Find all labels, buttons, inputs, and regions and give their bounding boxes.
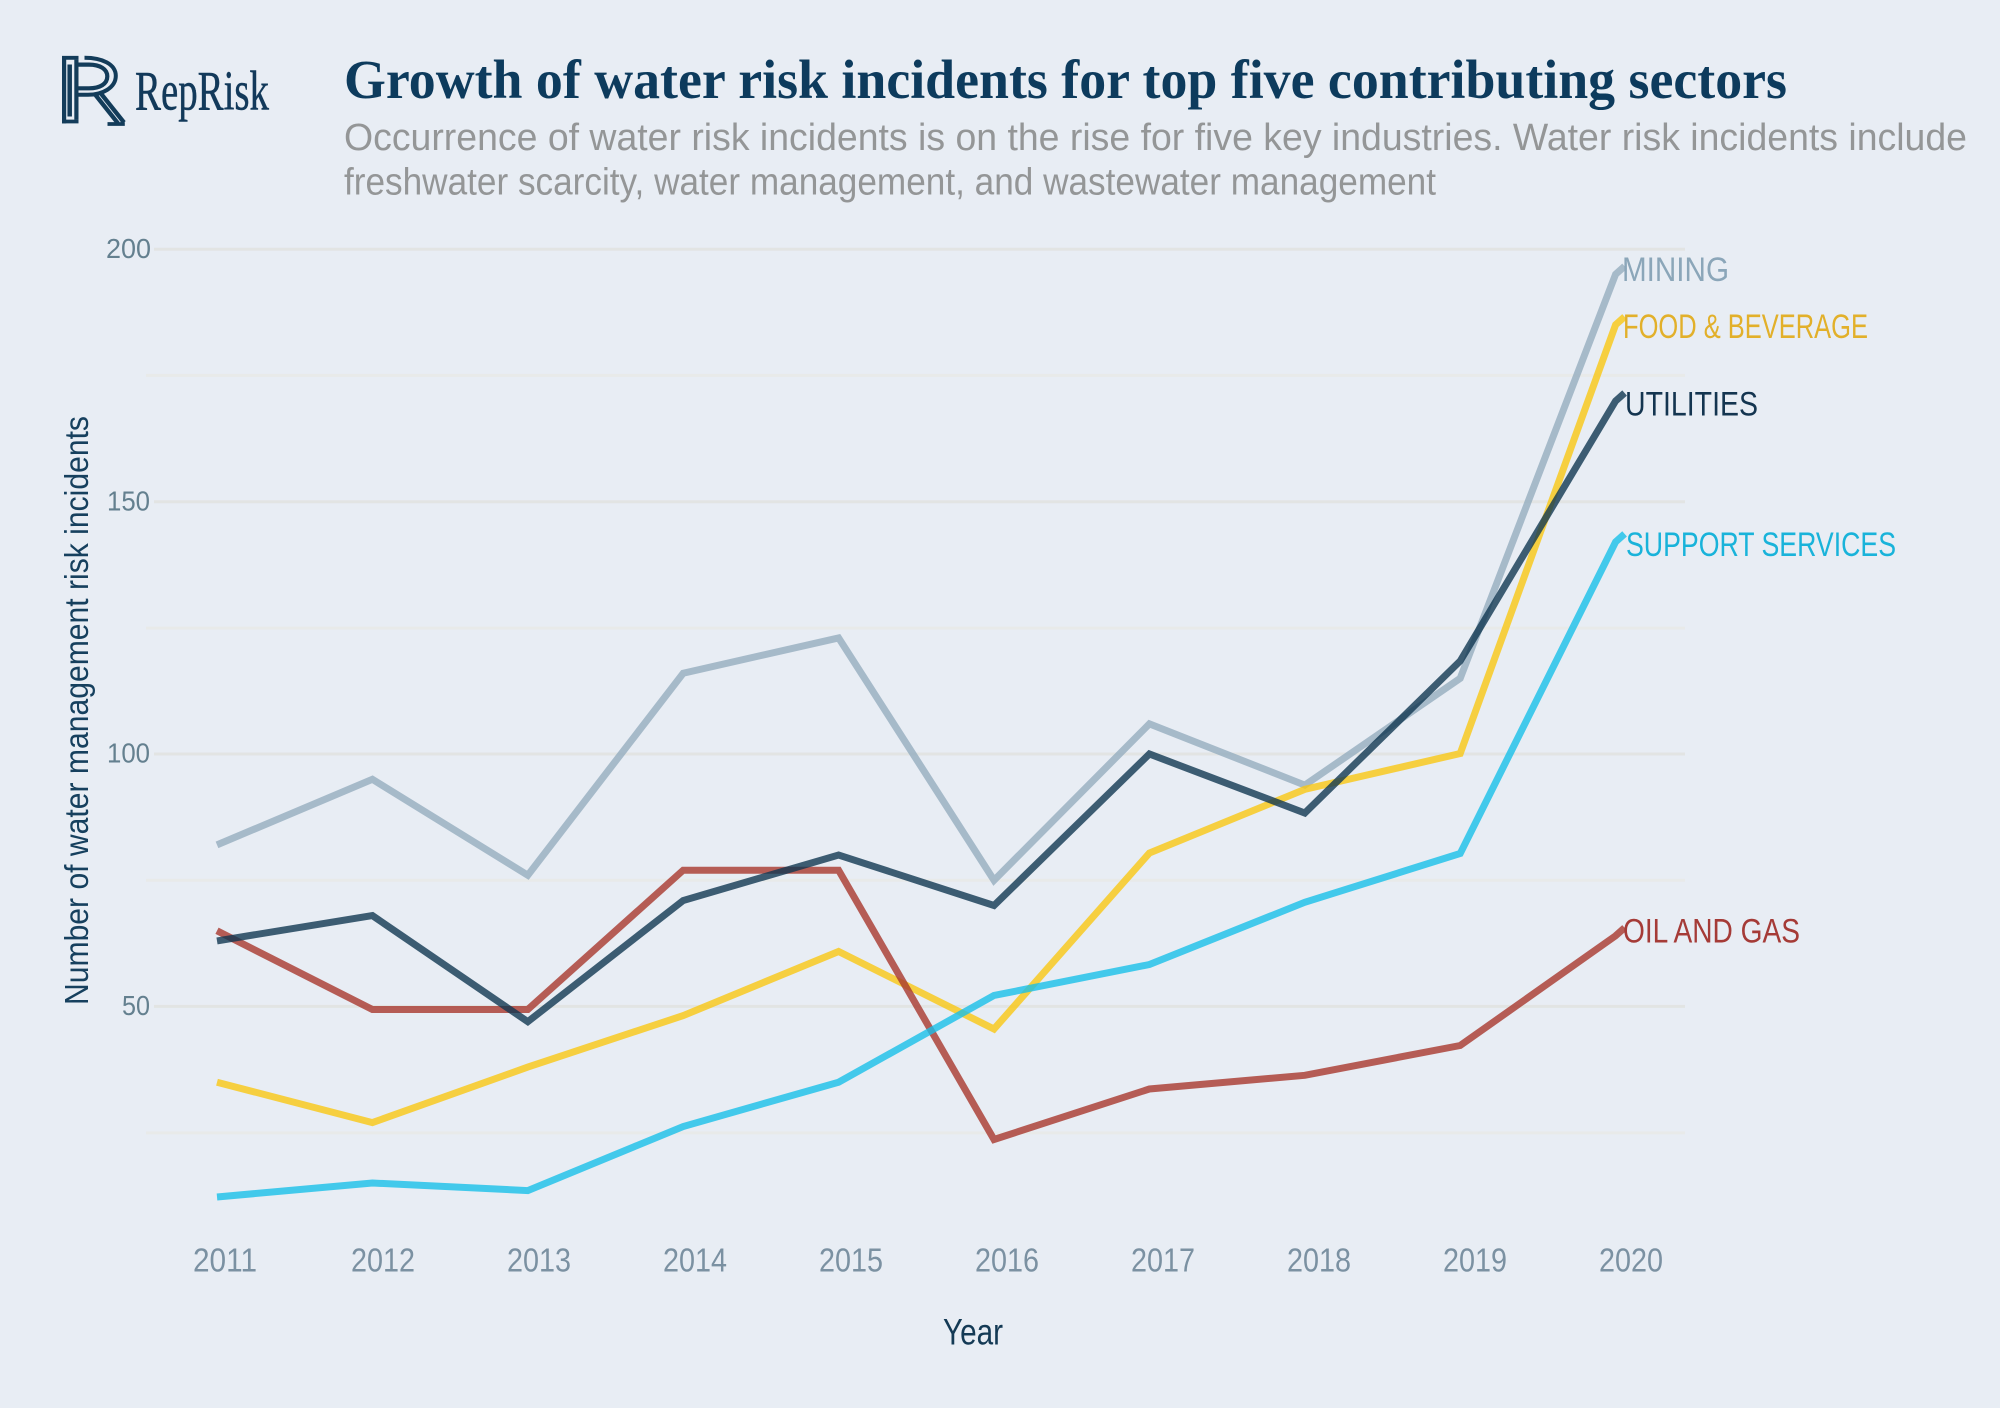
svg-text:freshwater scarcity, water man: freshwater scarcity, water management, a… <box>344 162 1436 204</box>
svg-text:100: 100 <box>107 738 150 769</box>
svg-text:Growth of water risk incidents: Growth of water risk incidents for top f… <box>344 49 1787 110</box>
svg-text:2017: 2017 <box>1131 1242 1195 1279</box>
svg-text:2018: 2018 <box>1287 1242 1351 1279</box>
svg-text:2016: 2016 <box>975 1242 1039 1279</box>
svg-text:Occurrence of water risk incid: Occurrence of water risk incidents is on… <box>344 117 1967 159</box>
svg-text:2014: 2014 <box>663 1242 727 1279</box>
svg-text:2015: 2015 <box>819 1242 883 1279</box>
svg-text:Year: Year <box>943 1311 1003 1352</box>
svg-text:FOOD & BEVERAGE: FOOD & BEVERAGE <box>1623 308 1868 346</box>
svg-text:2020: 2020 <box>1599 1242 1663 1279</box>
svg-text:50: 50 <box>122 990 150 1021</box>
svg-text:RepRisk: RepRisk <box>135 61 269 123</box>
svg-text:UTILITIES: UTILITIES <box>1625 386 1758 424</box>
svg-text:2011: 2011 <box>193 1242 257 1279</box>
svg-text:2012: 2012 <box>351 1242 415 1279</box>
svg-text:Number of water management ris: Number of water management risk incident… <box>58 416 95 1005</box>
svg-text:SUPPORT SERVICES: SUPPORT SERVICES <box>1626 526 1896 564</box>
svg-text:MINING: MINING <box>1622 251 1729 289</box>
svg-text:2019: 2019 <box>1443 1242 1507 1279</box>
svg-text:200: 200 <box>106 233 151 264</box>
svg-text:2013: 2013 <box>507 1242 571 1279</box>
svg-text:OIL AND GAS: OIL AND GAS <box>1623 912 1800 950</box>
svg-text:150: 150 <box>107 485 150 516</box>
